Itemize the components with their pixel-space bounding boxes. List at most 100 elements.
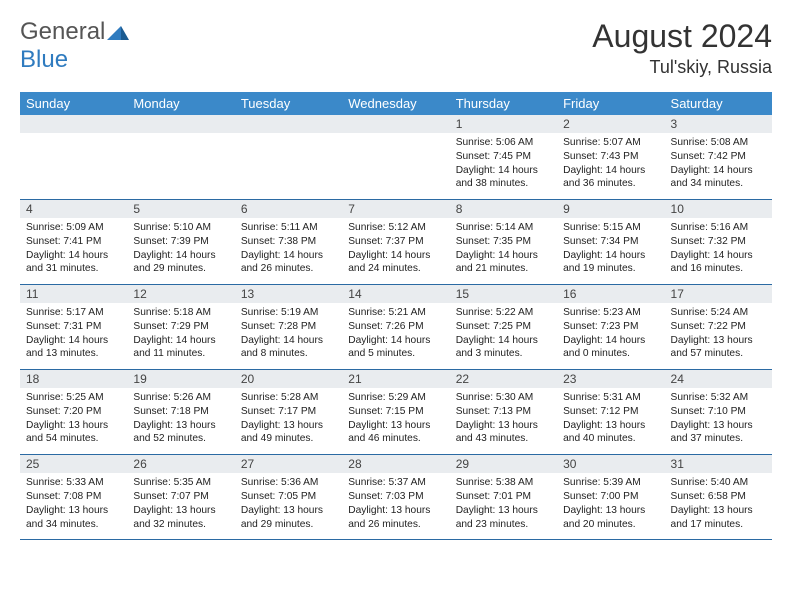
day-number-cell: 10	[665, 200, 772, 219]
day-cell: Sunrise: 5:36 AMSunset: 7:05 PMDaylight:…	[235, 473, 342, 540]
day-cell: Sunrise: 5:30 AMSunset: 7:13 PMDaylight:…	[450, 388, 557, 455]
day-number-cell: 25	[20, 455, 127, 474]
sunset-line: Sunset: 7:29 PM	[133, 320, 228, 334]
weekday-header-row: Sunday Monday Tuesday Wednesday Thursday…	[20, 92, 772, 115]
day-number-cell: 9	[557, 200, 664, 219]
sunrise-line: Sunrise: 5:26 AM	[133, 391, 228, 405]
day-cell: Sunrise: 5:22 AMSunset: 7:25 PMDaylight:…	[450, 303, 557, 370]
sunrise-line: Sunrise: 5:36 AM	[241, 476, 336, 490]
day-number-cell: 2	[557, 115, 664, 133]
day-number-cell: 14	[342, 285, 449, 304]
weekday-friday: Friday	[557, 92, 664, 115]
week-row: Sunrise: 5:09 AMSunset: 7:41 PMDaylight:…	[20, 218, 772, 285]
sunrise-line: Sunrise: 5:38 AM	[456, 476, 551, 490]
sunrise-line: Sunrise: 5:35 AM	[133, 476, 228, 490]
day-number-cell: 3	[665, 115, 772, 133]
sunrise-line: Sunrise: 5:40 AM	[671, 476, 766, 490]
day-cell: Sunrise: 5:19 AMSunset: 7:28 PMDaylight:…	[235, 303, 342, 370]
sunrise-line: Sunrise: 5:32 AM	[671, 391, 766, 405]
title-block: August 2024 Tul'skiy, Russia	[592, 18, 772, 78]
brand-name-2-wrap: Blue	[20, 46, 68, 74]
day-number-cell: 11	[20, 285, 127, 304]
sunrise-line: Sunrise: 5:31 AM	[563, 391, 658, 405]
daylight-line: Daylight: 14 hours and 26 minutes.	[241, 249, 336, 277]
brand-logo: General	[20, 18, 131, 46]
weekday-tuesday: Tuesday	[235, 92, 342, 115]
day-number-cell: 12	[127, 285, 234, 304]
brand-triangle-icon	[107, 24, 129, 40]
sunset-line: Sunset: 7:32 PM	[671, 235, 766, 249]
day-cell	[342, 133, 449, 200]
day-cell: Sunrise: 5:32 AMSunset: 7:10 PMDaylight:…	[665, 388, 772, 455]
daylight-line: Daylight: 14 hours and 34 minutes.	[671, 164, 766, 192]
daylight-line: Daylight: 13 hours and 23 minutes.	[456, 504, 551, 532]
daylight-line: Daylight: 14 hours and 19 minutes.	[563, 249, 658, 277]
brand-name-2: Blue	[20, 46, 68, 73]
sunset-line: Sunset: 7:01 PM	[456, 490, 551, 504]
sunrise-line: Sunrise: 5:06 AM	[456, 136, 551, 150]
daylight-line: Daylight: 13 hours and 49 minutes.	[241, 419, 336, 447]
sunset-line: Sunset: 7:13 PM	[456, 405, 551, 419]
day-cell: Sunrise: 5:09 AMSunset: 7:41 PMDaylight:…	[20, 218, 127, 285]
day-cell: Sunrise: 5:24 AMSunset: 7:22 PMDaylight:…	[665, 303, 772, 370]
day-number-cell: 19	[127, 370, 234, 389]
day-cell	[20, 133, 127, 200]
sunrise-line: Sunrise: 5:24 AM	[671, 306, 766, 320]
day-cell: Sunrise: 5:08 AMSunset: 7:42 PMDaylight:…	[665, 133, 772, 200]
day-number-cell: 29	[450, 455, 557, 474]
sunset-line: Sunset: 7:38 PM	[241, 235, 336, 249]
day-cell: Sunrise: 5:25 AMSunset: 7:20 PMDaylight:…	[20, 388, 127, 455]
day-cell: Sunrise: 5:07 AMSunset: 7:43 PMDaylight:…	[557, 133, 664, 200]
day-number-cell: 26	[127, 455, 234, 474]
day-cell: Sunrise: 5:21 AMSunset: 7:26 PMDaylight:…	[342, 303, 449, 370]
calendar-table: Sunday Monday Tuesday Wednesday Thursday…	[20, 92, 772, 540]
sunrise-line: Sunrise: 5:17 AM	[26, 306, 121, 320]
sunrise-line: Sunrise: 5:16 AM	[671, 221, 766, 235]
sunset-line: Sunset: 7:35 PM	[456, 235, 551, 249]
daynum-row: 11121314151617	[20, 285, 772, 304]
day-cell: Sunrise: 5:17 AMSunset: 7:31 PMDaylight:…	[20, 303, 127, 370]
day-number-cell: 17	[665, 285, 772, 304]
sunset-line: Sunset: 7:45 PM	[456, 150, 551, 164]
sunrise-line: Sunrise: 5:07 AM	[563, 136, 658, 150]
sunrise-line: Sunrise: 5:19 AM	[241, 306, 336, 320]
weekday-sunday: Sunday	[20, 92, 127, 115]
day-cell: Sunrise: 5:31 AMSunset: 7:12 PMDaylight:…	[557, 388, 664, 455]
day-number-cell: 23	[557, 370, 664, 389]
day-number-cell	[20, 115, 127, 133]
daylight-line: Daylight: 14 hours and 24 minutes.	[348, 249, 443, 277]
calendar-page: General August 2024 Tul'skiy, Russia Blu…	[0, 0, 792, 550]
daylight-line: Daylight: 14 hours and 3 minutes.	[456, 334, 551, 362]
day-cell: Sunrise: 5:15 AMSunset: 7:34 PMDaylight:…	[557, 218, 664, 285]
day-cell: Sunrise: 5:29 AMSunset: 7:15 PMDaylight:…	[342, 388, 449, 455]
daynum-row: 25262728293031	[20, 455, 772, 474]
day-number-cell	[127, 115, 234, 133]
brand-name-1: General	[20, 18, 105, 46]
sunrise-line: Sunrise: 5:18 AM	[133, 306, 228, 320]
sunrise-line: Sunrise: 5:39 AM	[563, 476, 658, 490]
day-number-cell: 31	[665, 455, 772, 474]
daynum-row: 18192021222324	[20, 370, 772, 389]
sunrise-line: Sunrise: 5:25 AM	[26, 391, 121, 405]
sunset-line: Sunset: 7:34 PM	[563, 235, 658, 249]
week-row: Sunrise: 5:17 AMSunset: 7:31 PMDaylight:…	[20, 303, 772, 370]
day-cell	[235, 133, 342, 200]
day-number-cell: 28	[342, 455, 449, 474]
sunrise-line: Sunrise: 5:09 AM	[26, 221, 121, 235]
day-cell: Sunrise: 5:16 AMSunset: 7:32 PMDaylight:…	[665, 218, 772, 285]
day-number-cell: 16	[557, 285, 664, 304]
sunset-line: Sunset: 7:07 PM	[133, 490, 228, 504]
sunrise-line: Sunrise: 5:23 AM	[563, 306, 658, 320]
sunset-line: Sunset: 7:25 PM	[456, 320, 551, 334]
daylight-line: Daylight: 14 hours and 36 minutes.	[563, 164, 658, 192]
day-number-cell: 20	[235, 370, 342, 389]
location-label: Tul'skiy, Russia	[592, 57, 772, 78]
day-number-cell: 13	[235, 285, 342, 304]
day-cell: Sunrise: 5:39 AMSunset: 7:00 PMDaylight:…	[557, 473, 664, 540]
sunrise-line: Sunrise: 5:12 AM	[348, 221, 443, 235]
sunset-line: Sunset: 7:22 PM	[671, 320, 766, 334]
daylight-line: Daylight: 13 hours and 29 minutes.	[241, 504, 336, 532]
daylight-line: Daylight: 14 hours and 8 minutes.	[241, 334, 336, 362]
daylight-line: Daylight: 14 hours and 31 minutes.	[26, 249, 121, 277]
day-cell: Sunrise: 5:06 AMSunset: 7:45 PMDaylight:…	[450, 133, 557, 200]
